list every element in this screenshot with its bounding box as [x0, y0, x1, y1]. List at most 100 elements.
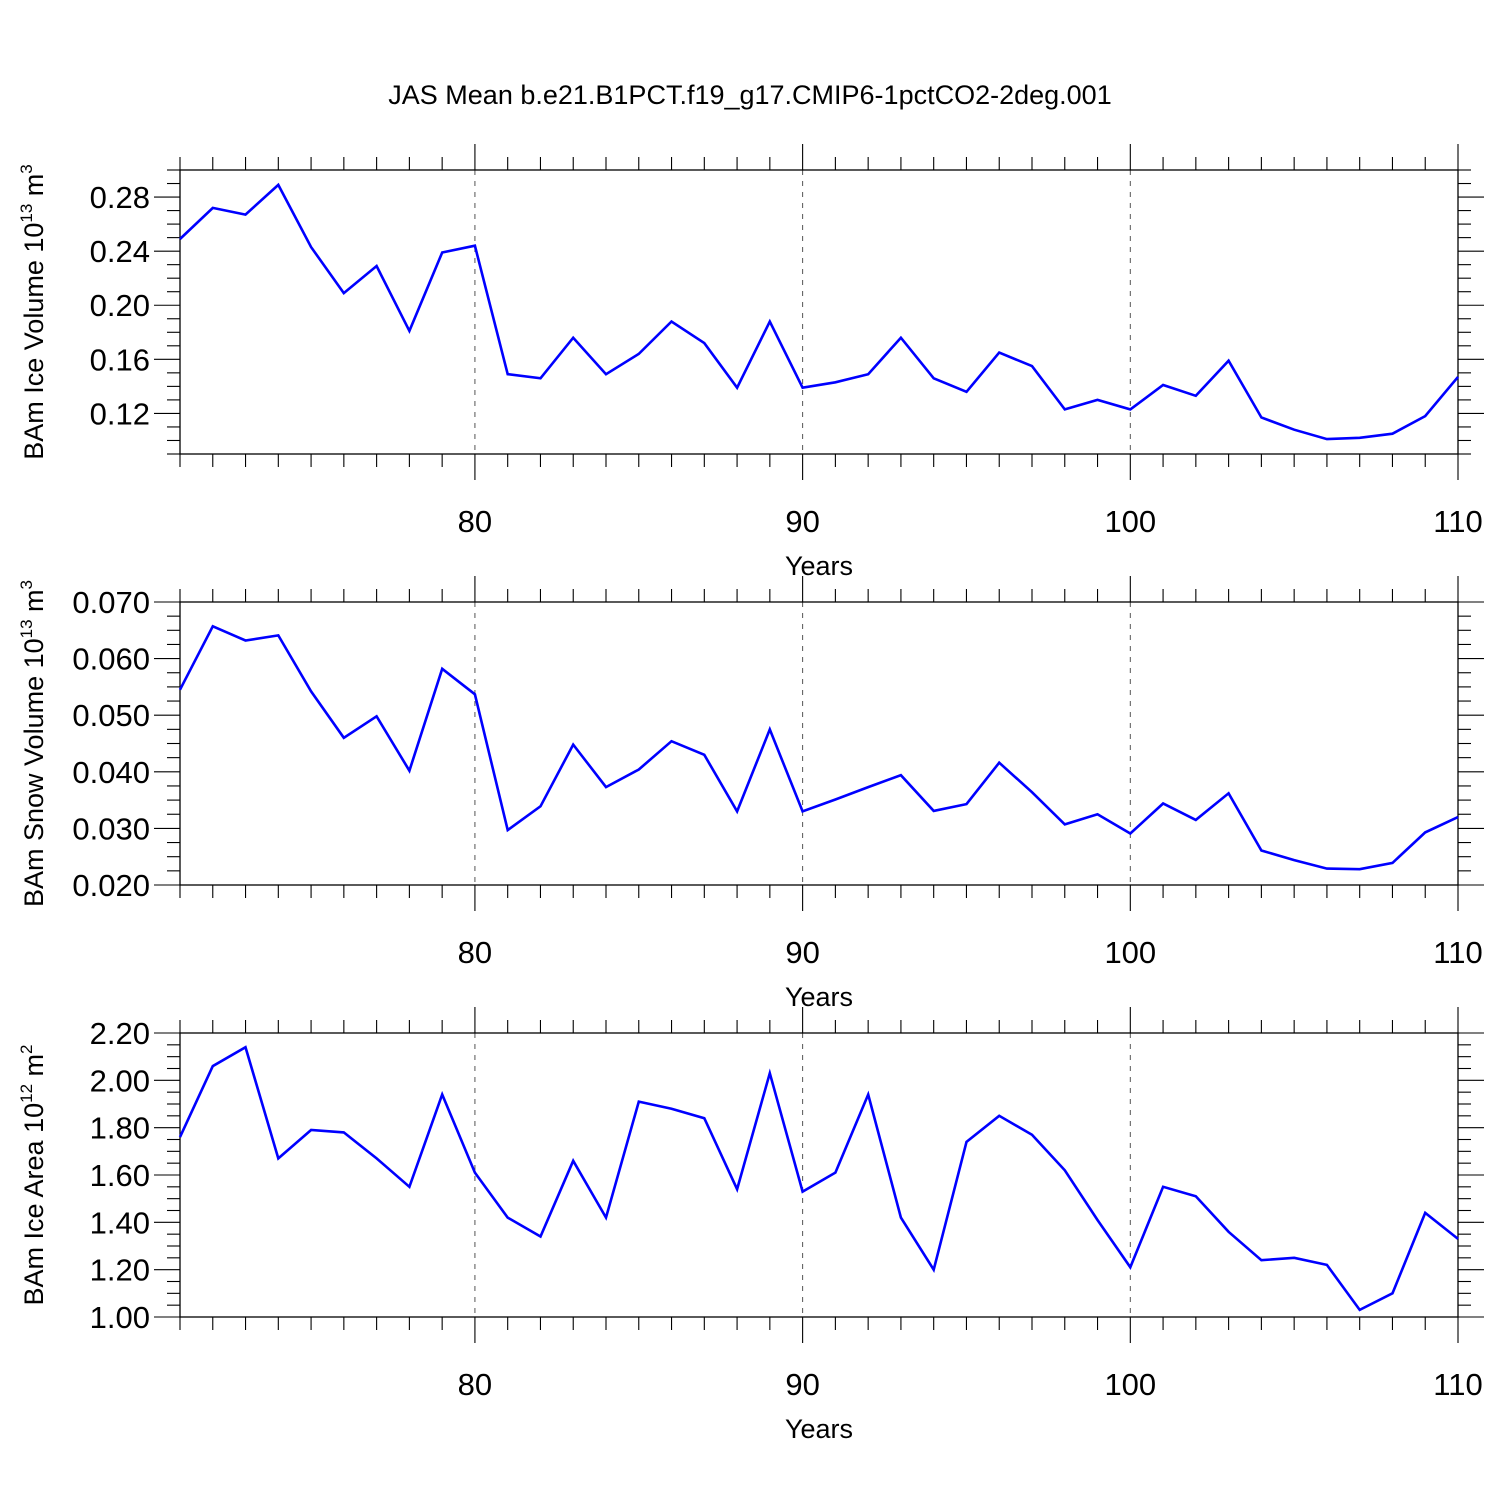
- y-tick-label: 1.60: [90, 1158, 150, 1193]
- data-point: [1423, 1211, 1427, 1215]
- data-point: [899, 336, 903, 340]
- data-point: [768, 727, 772, 731]
- data-point: [801, 809, 805, 813]
- data-point: [1096, 398, 1100, 402]
- data-point: [768, 319, 772, 323]
- data-point: [866, 785, 870, 789]
- data-point: [866, 1093, 870, 1097]
- y-tick-label: 1.20: [90, 1253, 150, 1288]
- data-point: [702, 1116, 706, 1120]
- x-axis-label: Years: [785, 551, 853, 581]
- data-point: [1358, 1308, 1362, 1312]
- y-tick-label: 0.060: [72, 642, 150, 677]
- data-point: [1423, 830, 1427, 834]
- data-point: [1128, 407, 1132, 411]
- data-point: [1194, 818, 1198, 822]
- data-point: [506, 372, 510, 376]
- data-point: [1292, 1256, 1296, 1260]
- x-tick-label: 80: [458, 1367, 492, 1402]
- data-point: [1030, 364, 1034, 368]
- data-point: [964, 390, 968, 394]
- data-point: [1259, 848, 1263, 852]
- data-point: [440, 1093, 444, 1097]
- data-point: [1325, 867, 1329, 871]
- data-point: [1227, 791, 1231, 795]
- data-point: [1194, 1194, 1198, 1198]
- data-point: [1030, 790, 1034, 794]
- data-point: [276, 1156, 280, 1160]
- data-point: [211, 624, 215, 628]
- x-tick-label: 90: [785, 935, 819, 970]
- data-point: [1358, 867, 1362, 871]
- data-point: [506, 828, 510, 832]
- y-tick-label: 0.040: [72, 755, 150, 790]
- data-point: [670, 739, 674, 743]
- x-tick-label: 90: [785, 504, 819, 539]
- data-point: [932, 376, 936, 380]
- data-point: [571, 336, 575, 340]
- data-point: [964, 1140, 968, 1144]
- data-point: [932, 1268, 936, 1272]
- data-point: [801, 1190, 805, 1194]
- data-point: [1390, 861, 1394, 865]
- y-tick-label: 0.030: [72, 811, 150, 846]
- data-point: [407, 769, 411, 773]
- data-point: [964, 802, 968, 806]
- data-point: [1456, 375, 1460, 379]
- plot-frame: [179, 601, 1459, 886]
- data-point: [342, 736, 346, 740]
- data-point: [440, 667, 444, 671]
- data-point: [1390, 1291, 1394, 1295]
- data-point: [342, 291, 346, 295]
- y-tick-label: 1.00: [90, 1300, 150, 1335]
- data-point: [1063, 407, 1067, 411]
- data-point: [1456, 1237, 1460, 1241]
- panel-snow-volume: 0.020 0.030 0.040 0.050 0.060 0.070 80 90 100 110…: [17, 576, 1484, 1012]
- data-point: [1292, 858, 1296, 862]
- data-point: [801, 386, 805, 390]
- figure-title: JAS Mean b.e21.B1PCT.f19_g17.CMIP6-1pctC…: [388, 80, 1112, 110]
- data-point: [440, 250, 444, 254]
- y-tick-label: 0.16: [90, 342, 150, 377]
- data-point: [276, 183, 280, 187]
- x-tick-label: 80: [458, 935, 492, 970]
- panel-ice-volume: 0.12 0.16 0.20 0.24 0.28 80 90 100 110 Years BAm I…: [17, 144, 1484, 581]
- data-point: [1456, 815, 1460, 819]
- data-point: [1423, 414, 1427, 418]
- data-point: [342, 1130, 346, 1134]
- x-tick-label: 110: [1433, 504, 1482, 539]
- data-point: [407, 1185, 411, 1189]
- data-point: [735, 1187, 739, 1191]
- data-point: [1161, 801, 1165, 805]
- data-point: [1128, 831, 1132, 835]
- data-point: [244, 1045, 248, 1049]
- data-point: [604, 785, 608, 789]
- data-point: [1161, 1185, 1165, 1189]
- data-point: [1259, 415, 1263, 419]
- data-point: [702, 341, 706, 345]
- data-point: [178, 237, 182, 241]
- data-point: [735, 809, 739, 813]
- x-tick-label: 90: [785, 1367, 819, 1402]
- data-point: [1227, 359, 1231, 363]
- data-point: [1030, 1133, 1034, 1137]
- data-point: [997, 761, 1001, 765]
- data-point: [833, 1171, 837, 1175]
- data-point: [178, 1135, 182, 1139]
- data-point: [1390, 432, 1394, 436]
- data-point: [866, 372, 870, 376]
- data-point: [604, 372, 608, 376]
- data-point: [1292, 428, 1296, 432]
- data-point: [571, 1159, 575, 1163]
- data-point: [1128, 1265, 1132, 1269]
- y-tick-label: 0.24: [90, 234, 150, 269]
- data-point: [1194, 394, 1198, 398]
- data-point: [1063, 822, 1067, 826]
- series-line: [179, 182, 1459, 441]
- data-point: [1325, 437, 1329, 441]
- x-axis-label: Years: [785, 982, 853, 1012]
- data-point: [571, 743, 575, 747]
- data-point: [506, 1216, 510, 1220]
- data-point: [670, 1107, 674, 1111]
